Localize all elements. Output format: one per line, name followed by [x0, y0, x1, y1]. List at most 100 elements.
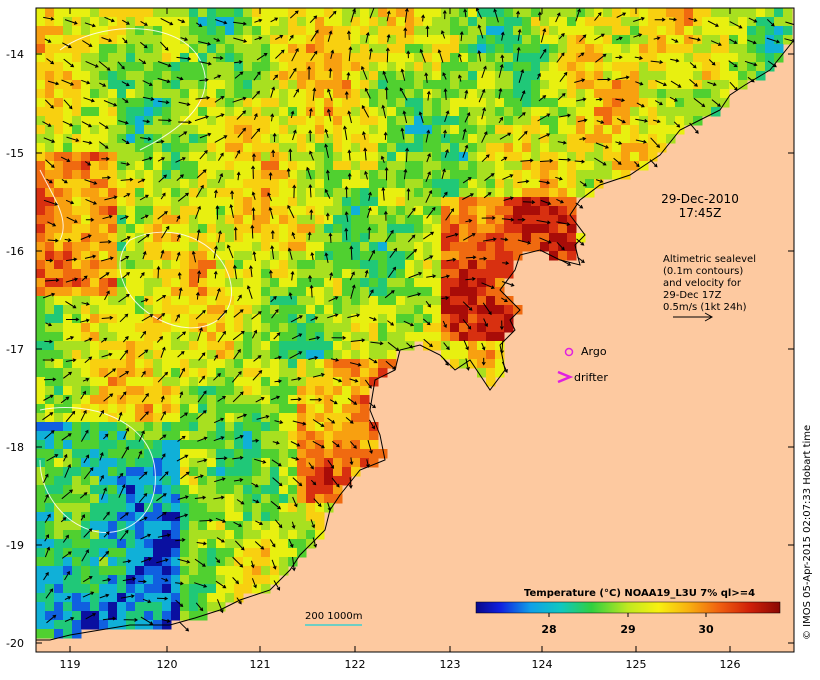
sst-cell [72, 539, 82, 549]
sst-cell [126, 386, 136, 396]
sst-cell [567, 233, 577, 243]
sst-cell [369, 332, 379, 342]
sst-cell [360, 125, 370, 135]
sst-cell [81, 467, 91, 477]
sst-cell [279, 251, 289, 261]
sst-cell [153, 134, 163, 144]
velocity-arrow [346, 30, 351, 40]
sst-cell [54, 458, 64, 468]
sst-cell [450, 71, 460, 81]
sst-cell [369, 152, 379, 162]
velocity-arrow [237, 127, 247, 138]
sst-cell [72, 350, 82, 360]
sst-cell [243, 125, 253, 135]
velocity-arrow [251, 311, 262, 320]
velocity-arrow [517, 112, 526, 119]
sst-cell [387, 98, 397, 108]
sst-cell [45, 188, 55, 198]
sst-cell [450, 341, 460, 351]
sst-cell [297, 539, 307, 549]
sst-cell [297, 224, 307, 234]
sst-cell [522, 233, 532, 243]
sst-cell [459, 323, 469, 333]
sst-cell [54, 332, 64, 342]
sst-cell [378, 332, 388, 342]
sst-cell [351, 215, 361, 225]
sst-cell [36, 296, 46, 306]
sst-cell [234, 476, 244, 486]
sst-cell [315, 449, 325, 459]
sst-cell [306, 8, 316, 18]
sst-cell [684, 116, 694, 126]
sst-cell [171, 80, 181, 90]
velocity-arrow [556, 198, 564, 204]
sst-cell [135, 62, 145, 72]
sst-cell [477, 71, 487, 81]
sst-cell [450, 206, 460, 216]
velocity-arrow [63, 453, 68, 462]
sst-cell [414, 197, 424, 207]
velocity-arrow [140, 557, 152, 563]
sst-cell [54, 260, 64, 270]
sst-cell [378, 215, 388, 225]
sst-cell [306, 215, 316, 225]
sst-cell [360, 89, 370, 99]
sst-cell [63, 80, 73, 90]
sst-cell [423, 80, 433, 90]
velocity-arrow [539, 237, 552, 244]
sst-cell [315, 17, 325, 27]
velocity-arrow [557, 92, 566, 101]
sst-cell [108, 350, 118, 360]
velocity-arrow [236, 413, 248, 419]
sst-cell [387, 224, 397, 234]
sst-cell [162, 305, 172, 315]
sst-cell [729, 80, 739, 90]
sst-cell [279, 521, 289, 531]
sst-cell [63, 602, 73, 612]
sst-cell [171, 224, 181, 234]
sst-cell [171, 89, 181, 99]
velocity-arrow [101, 156, 110, 161]
sst-cell [315, 26, 325, 36]
sst-cell [234, 251, 244, 261]
sst-cell [486, 305, 496, 315]
sst-cell [63, 71, 73, 81]
sst-cell [180, 485, 190, 495]
sst-cell [144, 323, 154, 333]
sst-cell [108, 197, 118, 207]
sst-cell [81, 161, 91, 171]
sst-cell [207, 305, 217, 315]
velocity-arrow [384, 290, 395, 299]
sst-cell [684, 80, 694, 90]
sst-cell [441, 206, 451, 216]
velocity-arrow [121, 19, 130, 25]
sst-cell [198, 368, 208, 378]
sst-cell [333, 134, 343, 144]
sst-cell [279, 413, 289, 423]
sst-cell [297, 296, 307, 306]
sst-cell [90, 539, 100, 549]
velocity-arrow [418, 111, 424, 124]
sst-cell [225, 89, 235, 99]
sst-cell [531, 17, 541, 27]
altimetry-note: Altimetric sealevel (0.1m contours) and … [663, 254, 756, 322]
sst-cell [306, 323, 316, 333]
sst-cell [522, 107, 532, 117]
sst-cell [207, 557, 217, 567]
sst-cell [342, 215, 352, 225]
sst-cell [315, 458, 325, 468]
sst-cell [261, 251, 271, 261]
velocity-arrow [501, 297, 508, 302]
sst-cell [99, 611, 109, 621]
sst-cell [108, 521, 118, 531]
sst-cell [324, 233, 334, 243]
sst-cell [378, 269, 388, 279]
sst-cell [144, 197, 154, 207]
sst-cell [189, 71, 199, 81]
sst-cell [207, 197, 217, 207]
sst-cell [45, 260, 55, 270]
sst-cell [63, 98, 73, 108]
sst-cell [450, 305, 460, 315]
sst-cell [126, 215, 136, 225]
sst-cell [324, 62, 334, 72]
